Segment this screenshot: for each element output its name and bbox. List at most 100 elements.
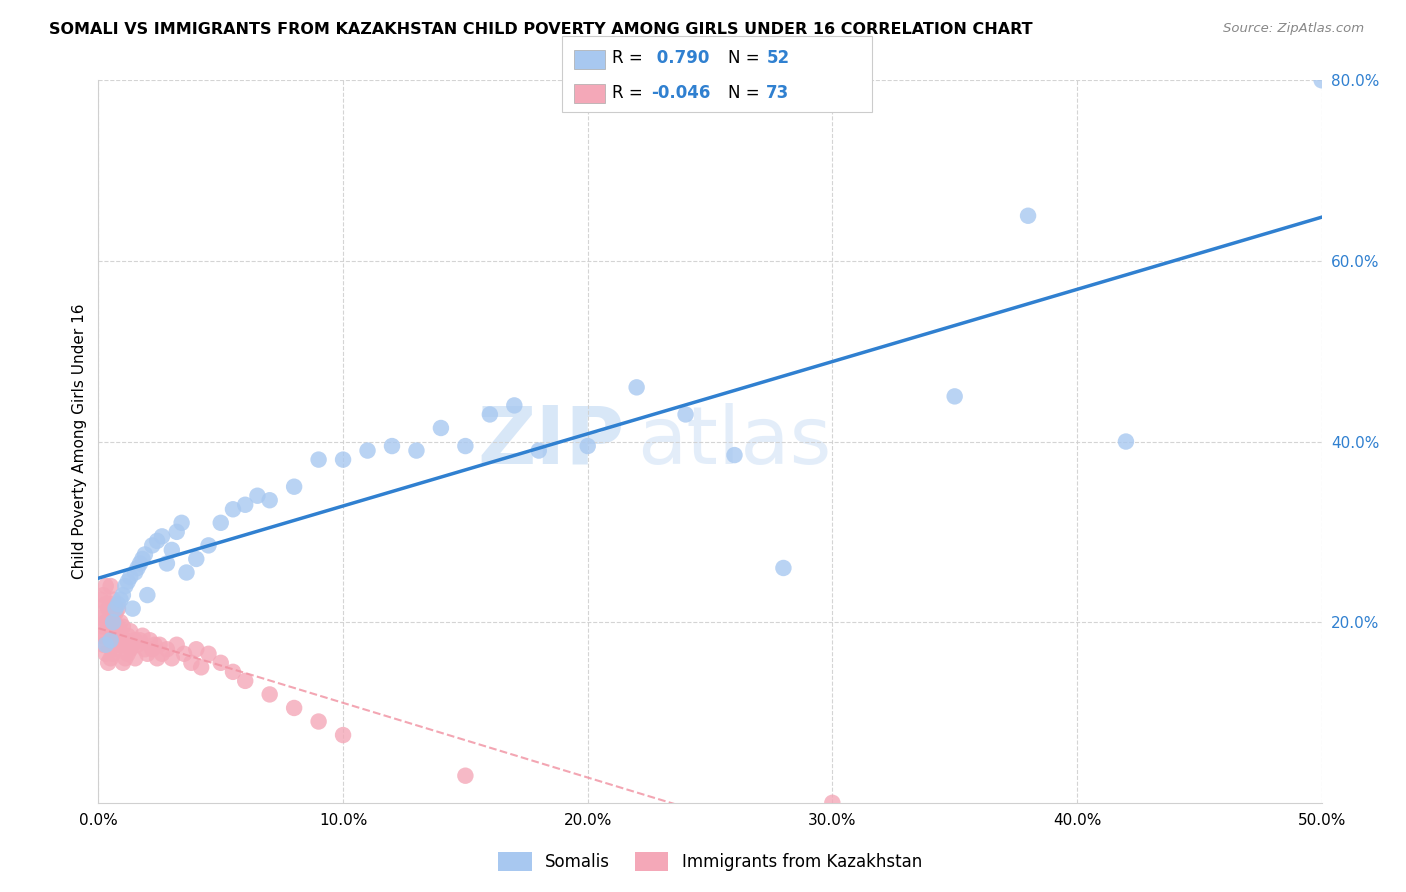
Point xyxy=(186,642,208,657)
Text: -0.046: -0.046 xyxy=(651,84,710,102)
Point xyxy=(146,651,169,665)
Point xyxy=(121,638,143,652)
Point xyxy=(454,769,477,783)
Point xyxy=(111,656,134,670)
Point xyxy=(107,638,129,652)
Point xyxy=(150,647,173,661)
Point xyxy=(100,633,122,648)
Point xyxy=(94,638,117,652)
Point xyxy=(246,489,269,503)
Point xyxy=(626,380,648,394)
Point xyxy=(405,443,427,458)
Point xyxy=(478,408,501,422)
Point xyxy=(100,651,122,665)
Point xyxy=(94,647,117,661)
Point xyxy=(107,601,129,615)
Point xyxy=(136,647,159,661)
Point xyxy=(91,606,114,620)
Point xyxy=(97,620,120,634)
Point xyxy=(233,498,256,512)
Point xyxy=(120,642,142,657)
Point xyxy=(180,656,202,670)
Text: ZIP: ZIP xyxy=(477,402,624,481)
Point xyxy=(117,574,139,589)
Point xyxy=(166,524,188,539)
Point xyxy=(97,601,120,615)
Point xyxy=(120,624,142,639)
Point xyxy=(124,566,146,580)
Point xyxy=(170,516,193,530)
Point xyxy=(454,439,477,453)
Point xyxy=(124,651,146,665)
Point xyxy=(94,615,117,630)
Text: Source: ZipAtlas.com: Source: ZipAtlas.com xyxy=(1223,22,1364,36)
Point xyxy=(136,588,159,602)
Point xyxy=(160,542,183,557)
Point xyxy=(222,665,245,679)
Point xyxy=(129,557,152,571)
Point xyxy=(576,439,599,453)
Point xyxy=(772,561,794,575)
Text: N =: N = xyxy=(728,84,765,102)
Point xyxy=(94,597,117,611)
Point xyxy=(259,687,281,701)
Point xyxy=(97,638,120,652)
Point xyxy=(197,647,219,661)
Point xyxy=(943,389,966,403)
Legend: Somalis, Immigrants from Kazakhstan: Somalis, Immigrants from Kazakhstan xyxy=(492,845,928,878)
Point xyxy=(141,538,163,552)
Point xyxy=(131,629,153,643)
Point xyxy=(101,629,124,643)
Point xyxy=(129,633,152,648)
Point xyxy=(104,624,127,639)
Point xyxy=(111,620,134,634)
Point xyxy=(283,480,305,494)
Point xyxy=(94,629,117,643)
Point xyxy=(259,493,281,508)
Point xyxy=(356,443,378,458)
Point xyxy=(166,638,188,652)
Point xyxy=(209,516,232,530)
Text: 73: 73 xyxy=(766,84,790,102)
Point xyxy=(127,638,149,652)
Point xyxy=(160,651,183,665)
Point xyxy=(222,502,245,516)
Point xyxy=(110,633,132,648)
Point xyxy=(91,588,114,602)
Point xyxy=(114,579,136,593)
Point xyxy=(131,552,153,566)
Point xyxy=(233,673,256,688)
Point xyxy=(156,557,179,571)
Point xyxy=(197,538,219,552)
Point xyxy=(190,660,212,674)
Point xyxy=(149,638,172,652)
Point xyxy=(173,647,195,661)
Point xyxy=(430,421,453,435)
Point xyxy=(104,606,127,620)
Text: R =: R = xyxy=(612,49,648,68)
Point xyxy=(283,701,305,715)
Point xyxy=(527,443,550,458)
Point xyxy=(503,398,526,412)
Point xyxy=(308,452,330,467)
Point xyxy=(146,533,169,548)
Point xyxy=(186,552,208,566)
Point xyxy=(111,588,134,602)
Text: R =: R = xyxy=(612,84,648,102)
Point xyxy=(91,638,114,652)
Text: N =: N = xyxy=(728,49,765,68)
Point xyxy=(117,629,139,643)
Text: 0.790: 0.790 xyxy=(651,49,710,68)
Point xyxy=(100,633,122,648)
Point xyxy=(101,610,124,624)
Point xyxy=(101,647,124,661)
Point xyxy=(332,728,354,742)
Point xyxy=(134,548,156,562)
Point xyxy=(97,656,120,670)
Point xyxy=(127,561,149,575)
Point xyxy=(1115,434,1137,449)
Point xyxy=(104,601,127,615)
Point xyxy=(114,633,136,648)
Point xyxy=(176,566,198,580)
Point xyxy=(141,642,163,657)
